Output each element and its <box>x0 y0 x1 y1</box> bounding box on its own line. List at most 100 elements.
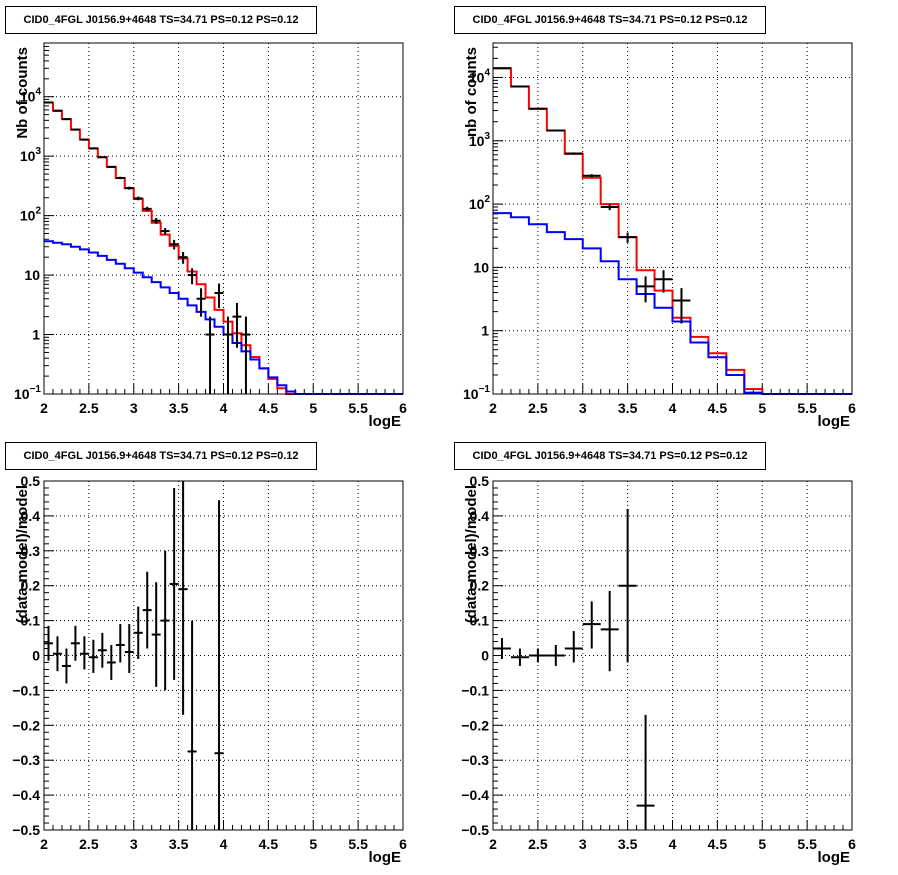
y-axis-title: (data-model)/model <box>14 485 31 623</box>
chart-title: CID0_4FGL J0156.9+4648 TS=34.71 PS=0.12 … <box>454 442 766 470</box>
data-point <box>169 239 179 250</box>
chart-title: CID0_4FGL J0156.9+4648 TS=34.71 PS=0.12 … <box>454 6 766 34</box>
data-point <box>79 138 89 141</box>
x-tick-label: 4.5 <box>259 836 279 852</box>
y-tick-label: 1 <box>481 323 489 339</box>
data-point <box>70 128 80 131</box>
plot-area <box>44 481 224 830</box>
y-tick-label: −0.2 <box>12 717 40 733</box>
x-tick-label: 4.5 <box>259 400 279 416</box>
x-tick-label: 5.5 <box>348 400 368 416</box>
grid <box>44 43 403 394</box>
residual-point <box>160 550 170 691</box>
chart-counts-coarse: 2 2.5 3 3.5 4 4.5 5 5.5 6 10−1 1 10 102 103 104 logE nb … <box>463 42 856 430</box>
x-tick-label: 5.5 <box>348 836 368 852</box>
series-model-total-line <box>44 101 403 395</box>
data-point <box>672 288 691 324</box>
residual-point <box>44 625 53 661</box>
x-tick-labels: 2 2.5 3 3.5 4 4.5 5 5.5 6 <box>40 400 407 416</box>
y-tick-label: 102 <box>20 206 42 224</box>
data-point <box>133 196 143 201</box>
y-tick-label: −0.3 <box>12 752 40 768</box>
data-point <box>510 85 529 88</box>
data-point <box>600 204 619 211</box>
y-tick-label: −0.3 <box>461 752 489 768</box>
data-point <box>241 316 251 394</box>
x-tick-label: 2.5 <box>528 836 548 852</box>
residual-point <box>528 648 547 663</box>
data-point <box>61 118 71 121</box>
plot-frame <box>492 480 853 831</box>
x-tick-label: 4 <box>220 400 228 416</box>
pad-residuals-fine: 2 2.5 3 3.5 4 4.5 5 5.5 6 −0.5 −0.4 −0.3 −0.2 −0.1 0 0.… <box>0 437 449 875</box>
data-point <box>106 165 116 168</box>
y-tick-label: 0.2 <box>21 578 41 594</box>
pad-counts-coarse: 2 2.5 3 3.5 4 4.5 5 5.5 6 10−1 1 10 102 103 104 logE nb … <box>449 0 898 437</box>
x-tick-label: 3.5 <box>618 836 638 852</box>
residual-point <box>115 624 125 663</box>
x-axis-title: logE <box>369 413 402 430</box>
data-point <box>636 276 655 303</box>
residual-point <box>124 624 134 673</box>
y-tick-label: 10 <box>24 267 40 283</box>
data-point <box>582 174 601 178</box>
x-tick-label: 4.5 <box>708 400 728 416</box>
x-tick-labels: 2 2.5 3 3.5 4 4.5 5 5.5 6 <box>489 836 856 852</box>
data-point <box>654 270 673 293</box>
data-point <box>124 186 134 190</box>
y-tick-label: 102 <box>469 194 491 212</box>
plot-frame <box>492 42 853 395</box>
x-tick-label: 6 <box>399 400 407 416</box>
plot-area <box>44 101 403 395</box>
data-point <box>151 218 161 224</box>
x-tick-label: 5 <box>309 400 317 416</box>
residual-point <box>178 481 188 715</box>
x-tick-label: 6 <box>848 836 856 852</box>
residual-point <box>151 582 161 687</box>
data-point <box>52 109 62 112</box>
data-point <box>564 152 583 155</box>
x-tick-label: 2 <box>489 836 497 852</box>
x-tick-label: 3.5 <box>169 400 189 416</box>
residual-point <box>142 571 152 649</box>
data-point <box>528 107 547 110</box>
y-tick-label: 104 <box>469 67 491 85</box>
data-point <box>97 156 107 159</box>
pad-counts-fine: 2 2.5 3 3.5 4 4.5 5 5.5 6 10−1 1 10 102 103 104 logE Nb … <box>0 0 449 437</box>
residual-point <box>564 631 583 663</box>
x-tick-labels: 2 2.5 3 3.5 4 4.5 5 5.5 6 <box>489 400 856 416</box>
y-tick-label: −0.5 <box>461 822 489 838</box>
residual-point <box>61 648 71 684</box>
y-tick-label: 0 <box>481 648 489 664</box>
x-tick-label: 4.5 <box>708 836 728 852</box>
residual-point <box>618 508 637 663</box>
x-tick-label: 4 <box>220 836 228 852</box>
y-tick-label: −0.4 <box>12 787 40 803</box>
y-tick-labels: −0.5 −0.4 −0.3 −0.2 −0.1 0 0.1 0.2 0.3 0.4 0.5 <box>12 473 40 838</box>
plot-frame <box>43 42 404 395</box>
residual-point <box>510 648 529 666</box>
residual-point <box>582 601 601 649</box>
residual-point <box>214 500 224 830</box>
x-tick-label: 4 <box>669 836 677 852</box>
y-axis-title: Nb of counts <box>14 47 31 139</box>
y-tick-label: 0.5 <box>470 473 490 489</box>
x-tick-label: 3.5 <box>169 836 189 852</box>
x-tick-label: 5.5 <box>797 400 817 416</box>
y-tick-label: 0.1 <box>21 613 41 629</box>
x-tick-label: 3 <box>579 400 587 416</box>
y-tick-label: 10−1 <box>463 384 490 402</box>
x-tick-label: 5.5 <box>797 836 817 852</box>
x-tick-label: 2 <box>40 836 48 852</box>
residual-point <box>546 645 565 666</box>
pad-residuals-coarse: 2 2.5 3 3.5 4 4.5 5 5.5 6 −0.5 −0.4 −0.3 −0.2 −0.1 0 0.… <box>449 437 898 875</box>
series-model-total-line <box>493 67 852 395</box>
y-tick-label: 0.5 <box>21 473 41 489</box>
y-tick-label: 1 <box>32 327 40 343</box>
y-tick-label: −0.2 <box>461 717 489 733</box>
data-point <box>196 288 206 317</box>
plot-area <box>493 508 655 830</box>
y-tick-labels: 10−1 1 10 102 103 104 <box>463 67 490 402</box>
y-tick-label: 0.4 <box>470 508 490 524</box>
x-tick-label: 6 <box>848 400 856 416</box>
